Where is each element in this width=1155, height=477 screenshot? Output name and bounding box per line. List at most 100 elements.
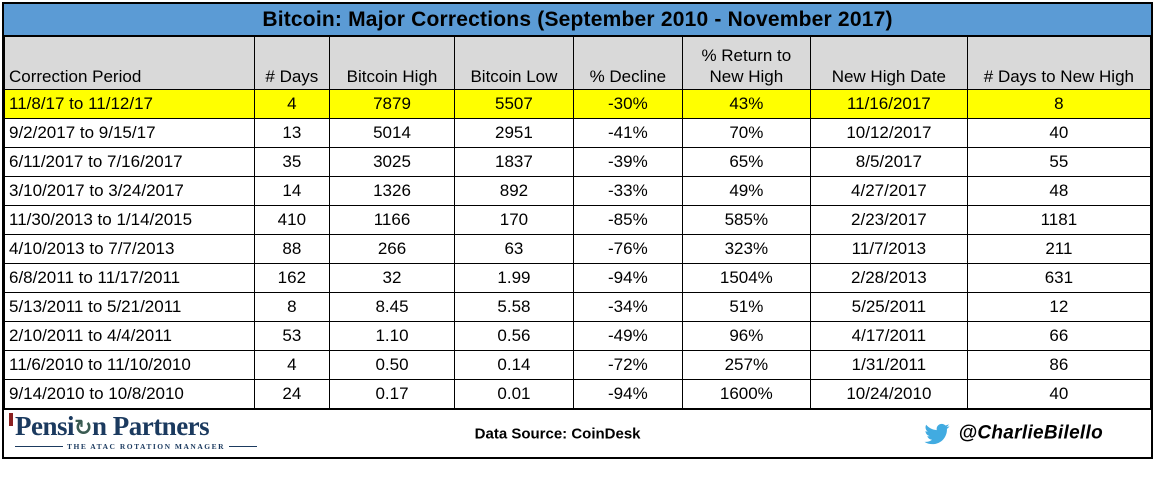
bitcoin-corrections-graphic: Bitcoin: Major Corrections (September 20… [2,2,1153,459]
table-row: 9/14/2010 to 10/8/2010 24 0.17 0.01 -94% 1600… [4,379,1152,409]
table-cell: 66 [966,321,1152,351]
data-source-label: Data Source: CoinDesk [474,425,641,442]
table-cell: 5/13/2011 to 5/21/2011 [4,292,255,322]
table-cell: 2/28/2013 [809,263,968,293]
table-cell: -30% [572,89,683,119]
table-cell: 32 [329,263,455,293]
logo-tick-icon [9,413,13,426]
logo-tagline: THE ATAC ROTATION MANAGER [15,442,257,451]
logo-text-prefix: Pensi [15,411,75,441]
logo-text-suffix: n Partners [91,411,210,441]
table-cell: 1504% [681,263,811,293]
pension-partners-logo: Pensi↻n Partners THE ATAC ROTATION MANAG… [9,413,257,451]
table-cell: -33% [572,176,683,206]
table-cell: 1.10 [329,321,455,351]
table-row: 3/10/2017 to 3/24/2017 14 1326 892 -33% 49% 4/… [4,176,1152,206]
table-cell: 410 [253,205,331,235]
table-row: 11/8/17 to 11/12/17 4 7879 5507 -30% 43% 11/16… [4,89,1152,119]
table-cell: 266 [329,234,455,264]
table-cell: 35 [253,147,331,177]
table-cell: 10/24/2010 [809,379,968,409]
table-row: 6/11/2017 to 7/16/2017 35 3025 1837 -39% 65% 8… [4,147,1152,177]
table-cell: 9/14/2010 to 10/8/2010 [4,379,255,409]
table-cell: 0.50 [329,350,455,380]
table-cell: 70% [681,118,811,148]
table-cell: 4 [253,350,331,380]
table-row: 2/10/2011 to 4/4/2011 53 1.10 0.56 -49% 96% 4/… [4,321,1152,351]
twitter-attribution: @CharlieBilello [922,421,1103,446]
table-cell: 8.45 [329,292,455,322]
table-cell: 11/16/2017 [809,89,968,119]
table-cell: 0.56 [453,321,574,351]
table-cell: 13 [253,118,331,148]
table-cell: -41% [572,118,683,148]
table-cell: -34% [572,292,683,322]
table-cell: 1.99 [453,263,574,293]
table-cell: 5/25/2011 [809,292,968,322]
table-cell: 14 [253,176,331,206]
table-cell: 8 [253,292,331,322]
table-cell: 5507 [453,89,574,119]
twitter-handle: @CharlieBilello [958,422,1103,444]
corrections-table: Correction Period # Days Bitcoin High Bitco… [4,36,1152,409]
table-cell: -39% [572,147,683,177]
table-cell: 4 [253,89,331,119]
table-cell: -94% [572,263,683,293]
table-cell: 6/8/2011 to 11/17/2011 [4,263,255,293]
table-cell: 170 [453,205,574,235]
table-cell: 585% [681,205,811,235]
table-cell: 5014 [329,118,455,148]
table-cell: 8/5/2017 [809,147,968,177]
table-cell: 65% [681,147,811,177]
table-cell: 3/10/2017 to 3/24/2017 [4,176,255,206]
table-cell: -72% [572,350,683,380]
table-cell: 2/23/2017 [809,205,968,235]
tagline-text: THE ATAC ROTATION MANAGER [67,442,225,451]
table-cell: 63 [453,234,574,264]
column-header: Bitcoin Low [453,36,574,90]
table-cell: 0.14 [453,350,574,380]
twitter-bird-icon [924,423,950,444]
table-cell: 3025 [329,147,455,177]
table-cell: 1600% [681,379,811,409]
table-cell: 88 [253,234,331,264]
table-cell: 48 [966,176,1152,206]
rotation-icon: ↻ [74,416,92,441]
table-cell: 892 [453,176,574,206]
table-cell: 1/31/2011 [809,350,968,380]
table-cell: 162 [253,263,331,293]
table-cell: 11/8/17 to 11/12/17 [4,89,255,119]
table-cell: -76% [572,234,683,264]
table-cell: 9/2/2017 to 9/15/17 [4,118,255,148]
column-header: # Days to New High [966,36,1152,90]
tagline-rule-left [15,446,63,447]
table-cell: 40 [966,379,1152,409]
table-cell: -94% [572,379,683,409]
table-cell: 4/27/2017 [809,176,968,206]
column-header: # Days [253,36,331,90]
table-cell: 43% [681,89,811,119]
table-cell: 11/6/2010 to 11/10/2010 [4,350,255,380]
table-row: 4/10/2013 to 7/7/2013 88 266 63 -76% 323% 11/7… [4,234,1152,264]
table-cell: 5.58 [453,292,574,322]
table-cell: 86 [966,350,1152,380]
table-cell: 257% [681,350,811,380]
table-row: 9/2/2017 to 9/15/17 13 5014 2951 -41% 70% 10/1… [4,118,1152,148]
table-cell: 11/7/2013 [809,234,968,264]
table-row: 5/13/2011 to 5/21/2011 8 8.45 5.58 -34% 51% 5/… [4,292,1152,322]
table-cell: 53 [253,321,331,351]
table-cell: 12 [966,292,1152,322]
table-cell: 211 [966,234,1152,264]
table-row: 11/6/2010 to 11/10/2010 4 0.50 0.14 -72% 257%… [4,350,1152,380]
table-cell: 51% [681,292,811,322]
column-header: % Decline [572,36,683,90]
table-cell: -49% [572,321,683,351]
table-cell: 1181 [966,205,1152,235]
tagline-rule-right [229,446,257,447]
column-header: Bitcoin High [329,36,455,90]
table-cell: 96% [681,321,811,351]
table-cell: 40 [966,118,1152,148]
table-cell: 4/10/2013 to 7/7/2013 [4,234,255,264]
table-row: 6/8/2011 to 11/17/2011 162 32 1.99 -94% 1504%… [4,263,1152,293]
table-cell: 11/30/2013 to 1/14/2015 [4,205,255,235]
